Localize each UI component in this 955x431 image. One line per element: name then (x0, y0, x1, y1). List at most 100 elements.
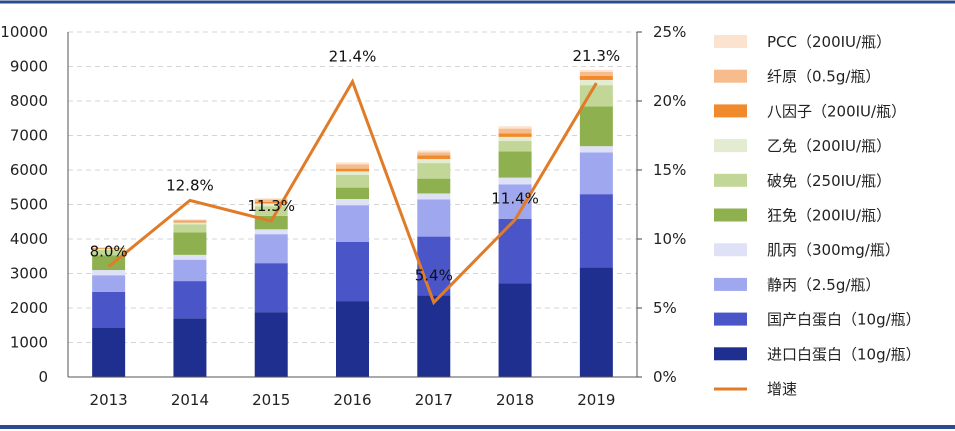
legend-label: 国产白蛋白（10g/瓶） (767, 311, 921, 329)
bar-segment (498, 126, 532, 129)
legend-label: 乙免（200IU/瓶） (767, 137, 891, 155)
growth-data-label: 21.4% (329, 48, 377, 66)
legend: PCC（200IU/瓶） 纤原（0.5g/瓶） 八因子（200IU/瓶） 乙免（200… (714, 33, 921, 398)
y-right-tick-label: 25% (653, 23, 686, 41)
legend-label: 八因子（200IU/瓶） (767, 102, 906, 120)
gridlines (68, 31, 637, 343)
bar-segment (579, 146, 613, 153)
bar-segment (498, 141, 532, 152)
legend-swatch (714, 35, 747, 48)
legend-label: 静丙（2.5g/瓶） (767, 276, 880, 294)
bar-segment (254, 312, 288, 377)
y-right-tick-label: 5% (653, 299, 677, 317)
bar-segment (173, 281, 207, 319)
bar-segment (336, 174, 369, 188)
legend-label: 狂免（200IU/瓶） (767, 207, 891, 225)
axes: 0 1000 2000 3000 4000 5000 6000 7000 8000 9000 100… (0, 23, 686, 409)
bar-segment (579, 85, 613, 107)
bar-segment (92, 275, 126, 292)
y-left-tick-label: 7000 (10, 127, 48, 145)
bar-segment (336, 187, 369, 199)
legend-swatch (714, 69, 747, 83)
bar-segment (417, 158, 451, 164)
legend-label: 肌丙（300mg/瓶） (767, 241, 900, 259)
bar-segment (417, 236, 451, 296)
bar-segment (173, 219, 207, 221)
bar-segment (417, 150, 451, 153)
x-tick-label: 2016 (333, 391, 371, 409)
bar-segment (498, 151, 532, 178)
bar-segment (254, 263, 288, 313)
y-left-tick-label: 6000 (10, 161, 48, 179)
bar-segment (579, 79, 613, 86)
y-left-tick-label: 0 (38, 368, 48, 386)
bar-segment (254, 199, 288, 202)
bar-segment (417, 199, 451, 237)
bar-segment (579, 194, 613, 268)
data-labels: 8.0% 12.8% 11.3% 21.4% 5.4% 11.4% 21.3% (90, 47, 621, 284)
x-tick-label: 2017 (415, 391, 453, 409)
x-tick-label: 2019 (577, 391, 615, 409)
bar-segment (336, 205, 369, 242)
bar-segment (254, 198, 288, 200)
bar-segment (579, 69, 613, 73)
y-right-tick-label: 0% (653, 368, 677, 386)
legend-label: 进口白蛋白（10g/瓶） (767, 345, 921, 363)
bar-segment (579, 106, 613, 147)
bar-segment (173, 232, 207, 255)
y-left-tick-label: 4000 (10, 230, 48, 248)
bars (92, 69, 613, 377)
legend-swatch (714, 104, 747, 118)
bar-segment (417, 155, 451, 159)
y-left-tick-label: 3000 (10, 265, 48, 283)
bar-segment (417, 152, 451, 156)
bar-segment (417, 178, 451, 194)
bar-segment (336, 241, 369, 302)
bar-segment (336, 171, 369, 175)
bar-segment (92, 270, 126, 276)
bar-segment (498, 177, 532, 185)
bar-segment (254, 229, 288, 235)
bar-segment (498, 136, 532, 142)
growth-data-label: 21.3% (573, 47, 621, 65)
bar-segment (498, 128, 532, 134)
bar-segment (254, 201, 288, 204)
y-right-tick-label: 20% (653, 92, 686, 110)
growth-data-label: 8.0% (90, 243, 128, 261)
bar-segment (92, 291, 126, 329)
y-left-tick-label: 10000 (0, 23, 48, 41)
bar-segment (92, 248, 126, 251)
y-left-tick-label: 9000 (10, 58, 48, 76)
legend-label: 增速 (767, 380, 797, 398)
bar-segment (254, 206, 288, 216)
bar-segment (336, 162, 369, 165)
legend-label: 纤原（0.5g/瓶） (767, 68, 880, 86)
bar-segment (173, 254, 207, 260)
bar-segment (417, 295, 451, 377)
bar-segment (579, 267, 613, 377)
bar-segment (173, 220, 207, 222)
y-left-tick-label: 5000 (10, 196, 48, 214)
growth-line-path (107, 78, 598, 306)
bar-segment (173, 224, 207, 233)
x-tick-label: 2013 (90, 391, 128, 409)
growth-data-label: 11.4% (491, 190, 539, 208)
legend-label: 破免（250IU/瓶） (767, 172, 891, 190)
bar-segment (579, 152, 613, 195)
legend-swatch (714, 347, 747, 361)
bar-segment (254, 234, 288, 264)
bar-segment (498, 218, 532, 284)
y-left-tick-label: 1000 (10, 334, 48, 352)
bar-segment (336, 164, 369, 169)
bar-segment (254, 203, 288, 207)
bar-segment (173, 221, 207, 223)
bar-segment (173, 259, 207, 282)
legend-swatch (714, 208, 747, 222)
bar-segment (579, 72, 613, 76)
legend-swatch (714, 173, 747, 187)
legend-label: PCC（200IU/瓶） (767, 33, 891, 51)
bar-segment (417, 163, 451, 179)
